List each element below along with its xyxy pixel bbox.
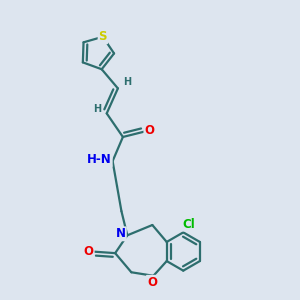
Text: H: H [123,77,131,87]
Text: H: H [93,104,101,114]
Text: O: O [147,276,157,289]
Text: O: O [144,124,154,137]
Text: Cl: Cl [182,218,195,231]
Text: S: S [99,30,107,43]
Text: N: N [116,227,126,240]
Text: H-N: H-N [87,153,112,166]
Text: O: O [84,245,94,258]
